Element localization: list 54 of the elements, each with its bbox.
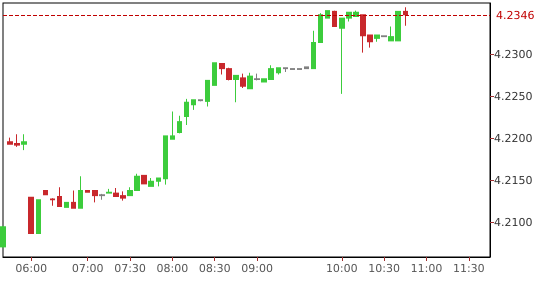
candlestick — [233, 74, 239, 103]
candlestick — [92, 190, 98, 203]
x-tick-label: 06:00 — [15, 262, 48, 275]
candlestick — [276, 67, 281, 75]
candlestick — [85, 190, 90, 193]
x-tick-label: 08:00 — [156, 262, 188, 275]
candlestick — [304, 66, 309, 70]
candlestick — [106, 188, 112, 194]
candlestick — [212, 62, 217, 86]
x-tick-label: 09:00 — [241, 262, 273, 275]
candlestick — [403, 6, 408, 26]
candlestick — [311, 30, 316, 70]
candlestick — [156, 177, 161, 187]
candlestick — [28, 196, 34, 234]
candlestick — [205, 80, 210, 107]
candlestick — [170, 110, 175, 140]
candlestick — [184, 98, 189, 126]
y-tick-label: 4.2100 — [494, 216, 532, 230]
candlestick — [332, 10, 337, 28]
x-tick-label: 11:30 — [452, 262, 485, 275]
candlestick — [318, 12, 323, 44]
ref-line-label: 4.2346 — [496, 9, 534, 22]
x-tick-label: 08:30 — [198, 262, 231, 275]
candlestick — [57, 186, 62, 208]
x-tick-label: 11:00 — [410, 262, 442, 275]
y-tick-label: 4.2200 — [494, 132, 532, 145]
candlestick — [191, 99, 196, 110]
candlestick — [325, 10, 330, 19]
candlestick — [163, 135, 168, 186]
candlestick — [0, 225, 6, 248]
x-tick-label: 10:00 — [326, 262, 358, 275]
candlestick — [99, 193, 105, 200]
y-tick-label: 4.2150 — [494, 174, 532, 187]
candlestick — [21, 134, 27, 151]
candlestick — [141, 174, 147, 184]
y-tick-label: 4.2300 — [494, 48, 532, 61]
candlestick — [148, 177, 154, 187]
candlestick — [374, 34, 380, 42]
candlestick — [247, 72, 253, 90]
candlestick — [43, 190, 48, 196]
x-tick-label: 07:00 — [72, 262, 104, 275]
candlestick — [64, 202, 69, 208]
candlestick — [36, 199, 41, 234]
x-tick-label: 10:30 — [368, 262, 400, 275]
candlestick — [198, 99, 203, 102]
candlestick — [71, 190, 76, 209]
y-tick-label: 4.2250 — [494, 90, 532, 103]
candlestick — [50, 198, 55, 206]
candlestick — [254, 73, 260, 81]
candlestick — [240, 73, 246, 88]
candlestick — [283, 67, 288, 72]
candlestick — [78, 176, 83, 209]
x-tick-label: 07:30 — [114, 262, 146, 275]
candlestick — [177, 115, 182, 134]
